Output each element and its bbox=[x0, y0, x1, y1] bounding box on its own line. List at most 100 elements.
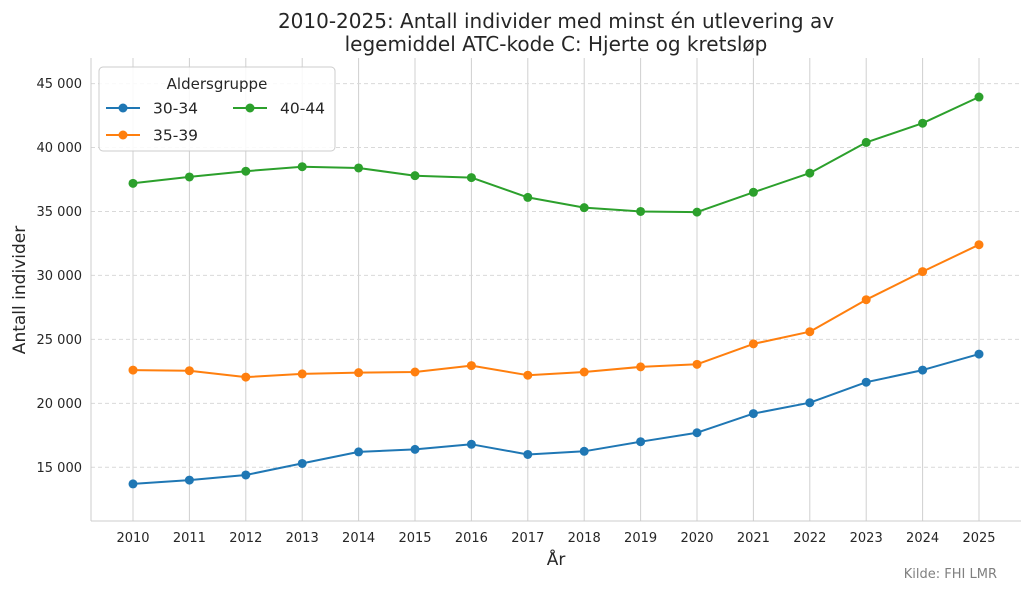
data-point-40-44-2022 bbox=[805, 168, 815, 178]
series-layer bbox=[128, 92, 984, 489]
data-point-35-39-2013 bbox=[297, 369, 307, 379]
data-point-40-44-2018 bbox=[579, 203, 589, 213]
legend-box bbox=[98, 66, 336, 152]
legend-label-40-44: 40-44 bbox=[280, 100, 325, 118]
legend: Aldersgruppe 30-34 35-39 40-44 bbox=[98, 66, 336, 152]
y-tick-label-30000: 30 000 bbox=[37, 269, 83, 284]
series-line-35-39 bbox=[132, 243, 980, 379]
series-line-30-34 bbox=[132, 353, 980, 485]
data-point-35-39-2010 bbox=[128, 365, 138, 375]
y-tick-label-20000: 20 000 bbox=[37, 397, 83, 412]
data-point-40-44-2015 bbox=[410, 171, 420, 181]
data-point-30-34-2010 bbox=[128, 479, 138, 489]
data-point-30-34-2013 bbox=[297, 458, 307, 468]
x-tick-label-2018: 2018 bbox=[568, 531, 601, 546]
data-point-30-34-2021 bbox=[748, 409, 758, 419]
data-point-35-39-2019 bbox=[636, 362, 646, 372]
series-line-40-44 bbox=[132, 96, 980, 214]
series-35-39 bbox=[128, 240, 984, 382]
data-point-40-44-2016 bbox=[466, 173, 476, 183]
legend-title: Aldersgruppe bbox=[167, 75, 268, 93]
legend-label-35-39: 35-39 bbox=[153, 127, 198, 145]
data-point-35-39-2025 bbox=[974, 240, 984, 250]
y-axis-label: Antall individer bbox=[10, 226, 30, 354]
x-gridlines bbox=[132, 58, 980, 521]
y-tick-label-35000: 35 000 bbox=[37, 205, 83, 220]
legend-entry-40-44: 40-44 bbox=[233, 100, 325, 118]
data-point-40-44-2023 bbox=[861, 137, 871, 147]
data-point-35-39-2022 bbox=[805, 327, 815, 337]
data-point-30-34-2019 bbox=[636, 437, 646, 447]
data-point-35-39-2015 bbox=[410, 367, 420, 377]
data-point-40-44-2019 bbox=[636, 206, 646, 216]
x-tick-label-2017: 2017 bbox=[511, 531, 544, 546]
x-tick-label-2020: 2020 bbox=[680, 531, 713, 546]
data-point-35-39-2023 bbox=[861, 295, 871, 305]
x-tick-label-2012: 2012 bbox=[229, 531, 262, 546]
data-point-40-44-2014 bbox=[354, 163, 364, 173]
data-point-30-34-2018 bbox=[579, 446, 589, 456]
y-tick-labels: 15 000 20 000 25 000 30 000 35 000 40 000 45 0… bbox=[37, 77, 83, 476]
series-40-44 bbox=[128, 92, 984, 217]
y-tick-label-25000: 25 000 bbox=[37, 333, 83, 348]
data-point-30-34-2011 bbox=[184, 475, 194, 485]
data-point-30-34-2012 bbox=[241, 470, 251, 480]
x-tick-label-2014: 2014 bbox=[342, 531, 375, 546]
data-point-35-39-2018 bbox=[579, 367, 589, 377]
data-point-35-39-2016 bbox=[466, 361, 476, 371]
x-tick-label-2025: 2025 bbox=[962, 531, 995, 546]
x-tick-label-2015: 2015 bbox=[398, 531, 431, 546]
legend-entries: 30-34 35-39 40-44 bbox=[106, 100, 325, 145]
x-tick-label-2024: 2024 bbox=[906, 531, 939, 546]
x-tick-label-2010: 2010 bbox=[116, 531, 149, 546]
data-point-30-34-2016 bbox=[466, 439, 476, 449]
data-point-40-44-2011 bbox=[184, 172, 194, 182]
x-tick-label-2019: 2019 bbox=[624, 531, 657, 546]
data-point-35-39-2017 bbox=[523, 370, 533, 380]
data-point-40-44-2010 bbox=[128, 178, 138, 188]
data-point-40-44-2024 bbox=[918, 118, 928, 128]
data-point-30-34-2022 bbox=[805, 398, 815, 408]
data-point-40-44-2012 bbox=[241, 166, 251, 176]
data-point-40-44-2025 bbox=[974, 92, 984, 102]
source-note: Kilde: FHI LMR bbox=[904, 567, 997, 582]
legend-swatch-marker-30-34 bbox=[118, 103, 128, 113]
data-point-30-34-2024 bbox=[918, 365, 928, 375]
data-point-40-44-2020 bbox=[692, 207, 702, 217]
y-tick-label-40000: 40 000 bbox=[37, 141, 83, 156]
y-tick-label-15000: 15 000 bbox=[37, 461, 83, 476]
data-point-35-39-2021 bbox=[748, 339, 758, 349]
chart-title-line-2: legemiddel ATC-kode C: Hjerte og kretslø… bbox=[345, 32, 768, 56]
x-tick-label-2023: 2023 bbox=[850, 531, 883, 546]
data-point-35-39-2014 bbox=[354, 368, 364, 378]
x-tick-label-2013: 2013 bbox=[286, 531, 319, 546]
data-point-35-39-2011 bbox=[184, 366, 194, 376]
x-tick-label-2016: 2016 bbox=[455, 531, 488, 546]
x-tick-labels: 2010 2011 2012 2013 2014 2015 2016 2017 2018 2019… bbox=[116, 531, 995, 546]
x-axis-label: År bbox=[547, 548, 566, 570]
legend-entry-35-39: 35-39 bbox=[106, 127, 198, 145]
data-point-40-44-2017 bbox=[523, 192, 533, 202]
data-point-35-39-2020 bbox=[692, 359, 702, 369]
chart-title-line-1: 2010-2025: Antall individer med minst én… bbox=[278, 9, 834, 33]
data-point-30-34-2025 bbox=[974, 349, 984, 359]
legend-entry-30-34: 30-34 bbox=[106, 100, 198, 118]
data-point-40-44-2021 bbox=[748, 187, 758, 197]
y-tick-label-45000: 45 000 bbox=[37, 77, 83, 92]
data-point-35-39-2024 bbox=[918, 267, 928, 277]
legend-label-30-34: 30-34 bbox=[153, 100, 198, 118]
data-point-40-44-2013 bbox=[297, 162, 307, 172]
x-tick-label-2022: 2022 bbox=[793, 531, 826, 546]
x-tick-label-2011: 2011 bbox=[173, 531, 206, 546]
legend-swatch-marker-35-39 bbox=[118, 130, 128, 140]
x-tick-label-2021: 2021 bbox=[737, 531, 770, 546]
series-30-34 bbox=[128, 349, 984, 489]
data-point-30-34-2020 bbox=[692, 428, 702, 438]
data-point-35-39-2012 bbox=[241, 372, 251, 382]
legend-swatch-marker-40-44 bbox=[245, 103, 255, 113]
data-point-30-34-2015 bbox=[410, 444, 420, 454]
data-point-30-34-2023 bbox=[861, 377, 871, 387]
data-point-30-34-2014 bbox=[354, 447, 364, 457]
data-point-30-34-2017 bbox=[523, 449, 533, 459]
